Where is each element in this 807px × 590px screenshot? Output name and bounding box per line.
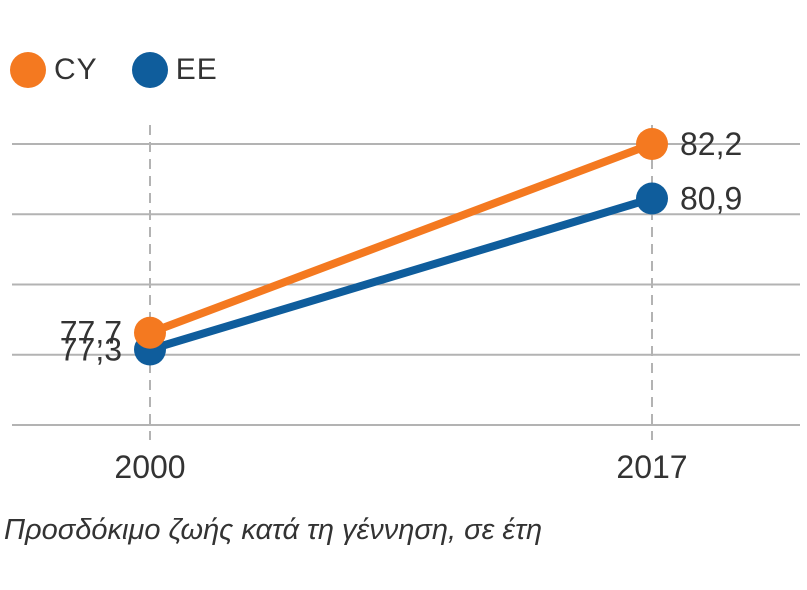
legend-label-ee: EE xyxy=(175,53,218,86)
data-point-cy xyxy=(636,128,668,160)
legend-swatch-ee xyxy=(131,52,168,88)
legend-item-ee: EE xyxy=(131,52,218,88)
x-tick-label: 2000 xyxy=(114,449,185,485)
x-tick-label: 2017 xyxy=(616,449,687,485)
chart-legend: CY EE xyxy=(10,52,252,88)
data-label-ee: 80,9 xyxy=(680,181,742,217)
data-point-cy xyxy=(134,316,166,349)
legend-label-cy: CY xyxy=(54,53,98,86)
data-label-ee: 77,3 xyxy=(60,332,122,368)
series-line-cy xyxy=(146,140,656,337)
data-label-cy: 82,2 xyxy=(680,126,742,162)
legend-item-cy: CY xyxy=(10,52,98,88)
chart-caption: Προσδόκιμο ζωής κατά τη γέννηση, σε έτη xyxy=(4,514,543,546)
data-point-ee xyxy=(636,182,668,215)
legend-swatch-cy xyxy=(10,52,46,88)
series-line-ee xyxy=(146,194,656,354)
data-label-cy: 77,7 xyxy=(60,315,122,351)
